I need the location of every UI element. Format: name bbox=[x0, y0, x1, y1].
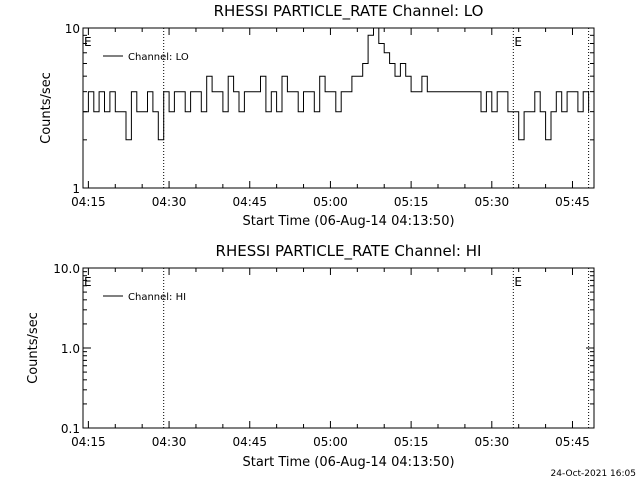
series-line-lo bbox=[83, 27, 590, 141]
x-tick-label: 04:30 bbox=[152, 195, 187, 209]
event-marker-label: E bbox=[514, 35, 522, 49]
legend-label: Channel: LO bbox=[128, 52, 189, 63]
footer-timestamp: 24-Oct-2021 16:05 bbox=[551, 469, 636, 479]
y-tick-label: 1.0 bbox=[61, 342, 80, 356]
y-axis-label: Counts/sec bbox=[26, 312, 41, 384]
x-tick-label: 05:45 bbox=[555, 435, 590, 449]
x-axis-label: Start Time (06-Aug-14 04:13:50) bbox=[242, 455, 454, 470]
y-tick-label: 0.1 bbox=[61, 422, 80, 436]
event-marker-label: E bbox=[84, 275, 92, 289]
y-tick-label: 10 bbox=[65, 22, 80, 36]
y-tick-label: 1 bbox=[72, 182, 80, 196]
x-tick-label: 05:45 bbox=[555, 195, 590, 209]
plot-frame bbox=[82, 27, 595, 189]
chart-title: RHESSI PARTICLE_RATE Channel: HI bbox=[216, 242, 482, 261]
y-tick-label: 10.0 bbox=[53, 262, 80, 276]
chart-lo: RHESSI PARTICLE_RATE Channel: LO 04:15 04:… bbox=[39, 2, 595, 229]
x-tick-label: 04:45 bbox=[232, 435, 267, 449]
x-tick-label: 04:30 bbox=[152, 435, 187, 449]
x-tick-label: 05:30 bbox=[475, 435, 510, 449]
legend-label: Channel: HI bbox=[128, 292, 186, 303]
event-marker-label: E bbox=[514, 275, 522, 289]
x-tick-label: 05:00 bbox=[313, 195, 348, 209]
x-tick-label: 05:00 bbox=[313, 435, 348, 449]
x-axis-label: Start Time (06-Aug-14 04:13:50) bbox=[242, 214, 454, 229]
x-tick-label: 04:15 bbox=[71, 435, 106, 449]
x-tick-label: 04:45 bbox=[232, 195, 267, 209]
y-axis-label: Counts/sec bbox=[39, 72, 54, 144]
x-tick-label: 05:30 bbox=[475, 195, 510, 209]
x-tick-label: 05:15 bbox=[394, 435, 429, 449]
chart-hi: RHESSI PARTICLE_RATE Channel: HI 04:15 04:… bbox=[26, 242, 595, 470]
x-tick-label: 04:15 bbox=[71, 195, 106, 209]
chart-title: RHESSI PARTICLE_RATE Channel: LO bbox=[214, 2, 484, 21]
event-marker-label: E bbox=[84, 35, 92, 49]
x-tick-label: 05:15 bbox=[394, 195, 429, 209]
